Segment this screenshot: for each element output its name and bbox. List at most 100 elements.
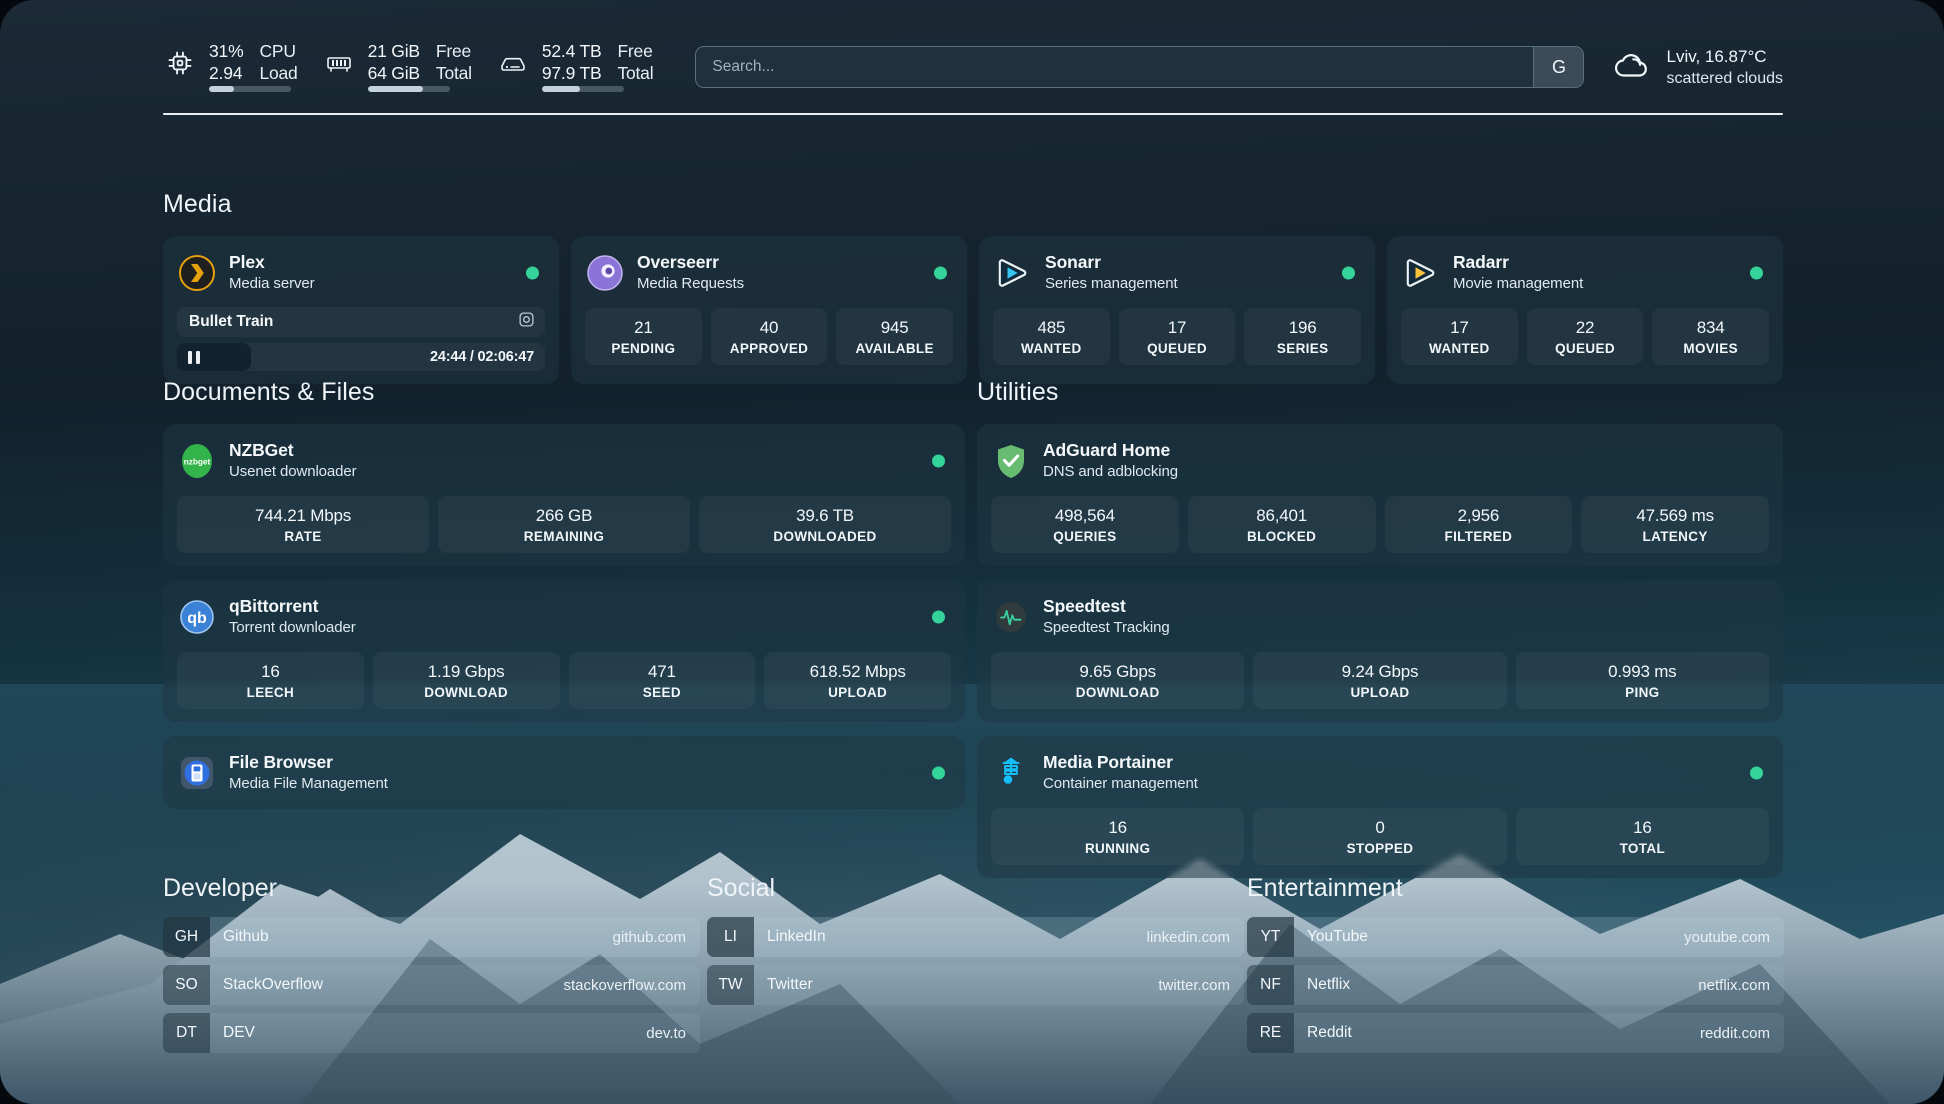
sonarr-name: Sonarr	[1045, 252, 1101, 272]
service-card-qbittorrent[interactable]: qb qBittorrent Torrent downloader 16 LEE…	[163, 580, 965, 722]
bookmark-group-social: Social LI LinkedIn linkedin.com TW Twitt…	[707, 874, 1244, 1013]
sonarr-icon	[995, 255, 1031, 291]
stat-value: 196	[1288, 318, 1317, 337]
service-card-radarr[interactable]: Radarr Movie management 17 WANTED 22 QUE…	[1387, 236, 1783, 384]
bookmark-url: netflix.com	[1698, 976, 1770, 994]
weather-location-temp: Lviv, 16.87°C	[1666, 46, 1767, 66]
stat-value: 9.24 Gbps	[1341, 662, 1419, 681]
stat-box: 40 APPROVED	[710, 308, 828, 365]
service-card-portainer[interactable]: Media Portainer Container management 16 …	[977, 736, 1783, 878]
stat-label: RUNNING	[1084, 841, 1151, 856]
utilities-section: Utilities AdGuard Home DNS and adblockin…	[977, 378, 1783, 878]
disk-total-label: Total	[617, 62, 654, 83]
overseerr-name: Overseerr	[637, 252, 719, 272]
overseerr-subtitle: Media Requests	[637, 275, 744, 292]
stat-box: 498,564 QUERIES	[991, 496, 1179, 553]
filebrowser-icon	[179, 755, 215, 791]
cpu-stat: 31% 2.94 CPU Load	[163, 41, 298, 94]
search-input[interactable]	[696, 47, 1534, 87]
bookmark-name: Twitter	[767, 976, 813, 993]
bookmark-badge: NF	[1247, 965, 1294, 1005]
device-icon[interactable]	[518, 311, 535, 333]
qbittorrent-subtitle: Torrent downloader	[229, 619, 356, 636]
stat-label: DOWNLOADED	[773, 529, 877, 544]
disk-usage-bar	[541, 85, 624, 92]
stat-box: 945 AVAILABLE	[836, 308, 954, 365]
nzbget-icon: nzbget	[179, 443, 215, 479]
memory-ram-icon	[322, 46, 356, 80]
stat-box: 1.19 Gbps DOWNLOAD	[372, 652, 560, 709]
bookmark-name: YouTube	[1307, 928, 1368, 945]
qbittorrent-name: qBittorrent	[229, 596, 319, 616]
bookmark-item-dev[interactable]: DT DEV dev.to	[163, 1013, 700, 1053]
stat-box: 834 MOVIES	[1652, 308, 1770, 365]
stat-box: 485 WANTED	[993, 308, 1110, 365]
filebrowser-subtitle: Media File Management	[229, 775, 388, 792]
stat-label: WANTED	[1021, 341, 1082, 356]
qbittorrent-status-indicator	[932, 610, 945, 623]
sonarr-subtitle: Series management	[1045, 275, 1178, 292]
radarr-name: Radarr	[1453, 252, 1509, 272]
stat-value: 0.993 ms	[1608, 662, 1677, 681]
stat-box: 618.52 Mbps UPLOAD	[764, 652, 951, 709]
memory-usage-bar	[367, 85, 450, 92]
stat-value: 22	[1575, 318, 1595, 337]
bookmark-badge: LI	[707, 917, 754, 957]
pause-icon[interactable]	[188, 350, 200, 364]
bookmark-item-reddit[interactable]: RE Reddit reddit.com	[1247, 1013, 1784, 1053]
service-card-speedtest[interactable]: Speedtest Speedtest Tracking 9.65 Gbps D…	[977, 580, 1783, 722]
memory-free-value: 21 GiB	[367, 40, 421, 61]
service-card-adguard[interactable]: AdGuard Home DNS and adblocking 498,564 …	[977, 424, 1783, 566]
bookmark-group-title: Developer	[163, 874, 277, 902]
bookmark-item-stackoverflow[interactable]: SO StackOverflow stackoverflow.com	[163, 965, 700, 1005]
stat-label: REMAINING	[523, 529, 605, 544]
service-card-overseerr[interactable]: Overseerr Media Requests 21 PENDING 40 A…	[571, 236, 967, 384]
stat-value: 471	[647, 662, 676, 681]
bookmark-item-netflix[interactable]: NF Netflix netflix.com	[1247, 965, 1784, 1005]
service-card-plex[interactable]: Plex Media server Bullet Train	[163, 236, 559, 384]
stat-label: WANTED	[1429, 341, 1490, 356]
bookmark-item-linkedin[interactable]: LI LinkedIn linkedin.com	[707, 917, 1244, 957]
stat-label: PING	[1625, 685, 1660, 700]
service-card-nzbget[interactable]: nzbget NZBGet Usenet downloader 744.21 M…	[163, 424, 965, 566]
bookmark-url: linkedin.com	[1146, 928, 1230, 946]
stat-label: UPLOAD	[828, 685, 888, 700]
stat-label: FILTERED	[1444, 529, 1513, 544]
radarr-icon	[1403, 255, 1439, 291]
stat-box: 39.6 TB DOWNLOADED	[699, 496, 951, 553]
portainer-name: Media Portainer	[1043, 752, 1173, 772]
nzbget-name: NZBGet	[229, 440, 294, 460]
service-card-filebrowser[interactable]: File Browser Media File Management	[163, 736, 965, 809]
bookmark-item-twitter[interactable]: TW Twitter twitter.com	[707, 965, 1244, 1005]
stat-label: QUERIES	[1053, 529, 1117, 544]
svg-text:qb: qb	[187, 610, 207, 627]
stat-box: 0 STOPPED	[1253, 808, 1507, 865]
stat-box: 17 QUEUED	[1118, 308, 1236, 365]
stat-value: 945	[880, 318, 909, 337]
stat-label: STOPPED	[1346, 841, 1414, 856]
bookmark-item-github[interactable]: GH Github github.com	[163, 917, 700, 957]
stat-label: LATENCY	[1642, 529, 1708, 544]
bookmark-badge: TW	[707, 965, 754, 1005]
weather-widget[interactable]: Lviv, 16.87°C scattered clouds	[1610, 46, 1783, 89]
search-bar[interactable]: G	[695, 46, 1585, 88]
service-card-sonarr[interactable]: Sonarr Series management 485 WANTED 17 Q…	[979, 236, 1375, 384]
plex-player[interactable]: Bullet Train 24:44 / 02:06:47	[177, 307, 545, 371]
bookmark-group-title: Social	[707, 874, 776, 902]
filebrowser-status-indicator	[932, 766, 945, 779]
stat-value: 47.569 ms	[1636, 506, 1714, 525]
stat-label: TOTAL	[1619, 841, 1666, 856]
cpu-usage-bar	[209, 85, 291, 92]
stat-box: 17 WANTED	[1401, 308, 1518, 365]
search-engine-button[interactable]: G	[1533, 47, 1584, 87]
bookmark-item-youtube[interactable]: YT YouTube youtube.com	[1247, 917, 1784, 957]
filebrowser-name: File Browser	[229, 752, 333, 772]
stat-value: 834	[1696, 318, 1725, 337]
cloud-icon	[1610, 49, 1652, 86]
bookmark-group-entertainment: Entertainment YT YouTube youtube.com NF …	[1247, 874, 1784, 1061]
bookmark-name: Reddit	[1307, 1024, 1352, 1041]
bookmark-url: youtube.com	[1684, 928, 1770, 946]
bookmark-name: Netflix	[1307, 976, 1351, 993]
stat-value: 744.21 Mbps	[254, 506, 352, 525]
speedtest-subtitle: Speedtest Tracking	[1043, 619, 1170, 636]
